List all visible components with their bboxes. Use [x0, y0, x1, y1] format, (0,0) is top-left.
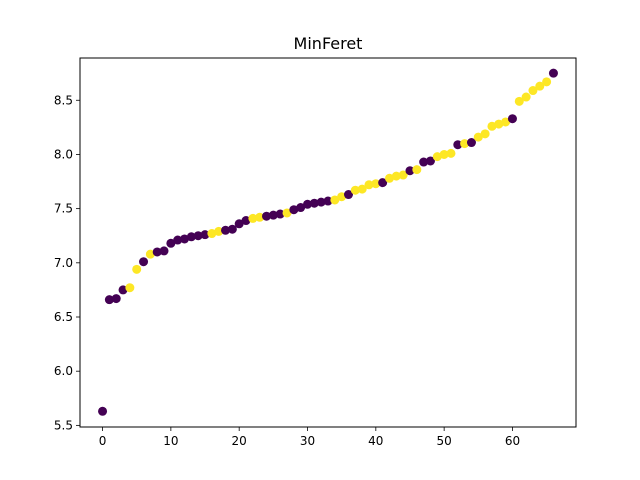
data-point [227, 224, 237, 234]
data-point [323, 196, 333, 206]
data-point [234, 219, 244, 229]
data-point [248, 213, 258, 223]
data-point [542, 77, 552, 87]
data-point [186, 232, 196, 242]
data-point [152, 247, 162, 257]
data-point [507, 114, 517, 124]
data-point [214, 226, 224, 236]
data-point [425, 156, 435, 166]
data-point [364, 180, 374, 190]
y-tick-label: 6.5 [54, 310, 73, 324]
data-point [439, 149, 449, 159]
data-point [548, 68, 558, 78]
data-point [453, 140, 463, 150]
data-point [466, 138, 476, 148]
data-point [268, 210, 278, 220]
data-point [166, 238, 176, 248]
data-point [118, 285, 128, 295]
data-point [180, 234, 190, 244]
data-point [391, 171, 401, 181]
data-point [371, 179, 381, 189]
data-point [303, 199, 312, 209]
data-point [132, 264, 142, 274]
plot-frame [79, 57, 577, 428]
x-axis-ticks: 0 10 20 30 40 50 60 [99, 427, 520, 448]
data-point [289, 205, 299, 215]
x-tick-label: 10 [163, 434, 178, 448]
data-point [535, 81, 545, 91]
y-tick-label: 7.0 [54, 256, 73, 270]
data-point [378, 178, 388, 188]
data-point [309, 198, 319, 208]
data-point [350, 185, 360, 195]
data-point [494, 119, 504, 129]
data-point [159, 246, 169, 256]
data-point [316, 197, 326, 207]
x-tick-label: 20 [232, 434, 247, 448]
data-point [405, 166, 415, 176]
data-point [193, 231, 203, 241]
data-point [139, 257, 149, 267]
data-point [282, 208, 292, 218]
data-point [419, 157, 429, 167]
data-point [460, 139, 470, 149]
x-tick-label: 60 [505, 434, 520, 448]
data-point [514, 96, 524, 106]
y-tick-label: 6.0 [54, 364, 73, 378]
y-tick-label: 7.5 [54, 202, 73, 216]
data-point [275, 209, 285, 219]
y-tick-label: 8.0 [54, 147, 73, 161]
data-point [330, 195, 340, 205]
data-point [384, 173, 394, 183]
x-tick-label: 30 [300, 434, 315, 448]
data-point [446, 148, 456, 158]
data-point [473, 132, 483, 142]
data-point [528, 86, 538, 96]
data-point [412, 165, 422, 175]
data-point [241, 216, 251, 226]
chart-title: MinFeret [294, 34, 363, 53]
data-point [125, 283, 135, 293]
data-point [487, 121, 497, 131]
data-point [255, 212, 265, 222]
data-point [398, 170, 408, 180]
x-tick-label: 40 [368, 434, 383, 448]
data-point [173, 235, 183, 245]
data-point [432, 152, 442, 162]
data-point [111, 294, 121, 304]
data-point [501, 117, 511, 127]
data-points [98, 68, 558, 416]
y-axis-ticks: 5.5 6.0 6.5 7.0 7.5 8.0 8.5 [54, 93, 80, 432]
data-point [104, 295, 114, 305]
y-tick-label: 5.5 [54, 418, 73, 432]
data-point [221, 225, 231, 235]
y-tick-label: 8.5 [54, 93, 73, 107]
data-point [344, 190, 353, 200]
data-point [145, 249, 155, 259]
data-point [200, 230, 210, 240]
data-point [98, 406, 108, 416]
data-point [296, 203, 306, 213]
data-point [207, 229, 217, 239]
data-point [480, 129, 490, 139]
x-tick-label: 0 [99, 434, 107, 448]
data-point [357, 184, 367, 194]
x-tick-label: 50 [437, 434, 452, 448]
data-point [262, 211, 272, 221]
data-point [337, 192, 347, 202]
data-point [521, 92, 531, 102]
